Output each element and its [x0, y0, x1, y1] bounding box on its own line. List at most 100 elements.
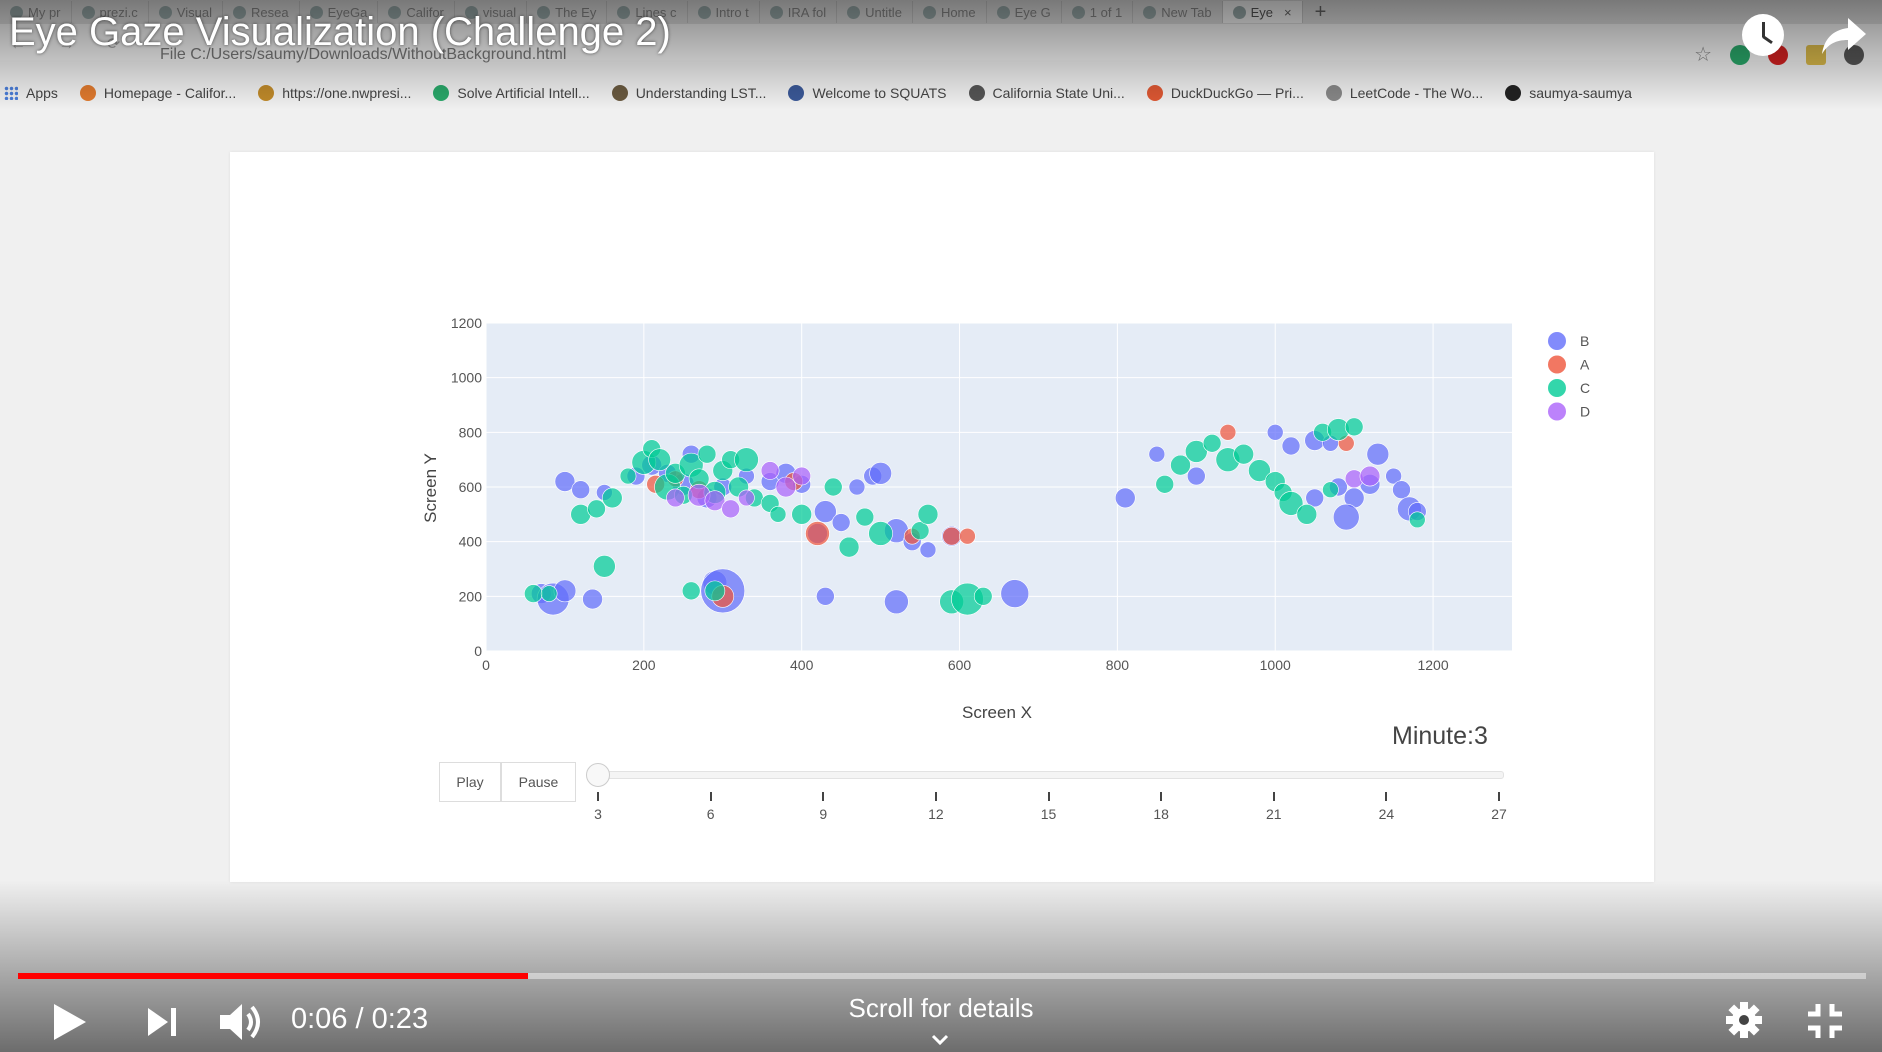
data-point-c[interactable]: [868, 521, 893, 546]
browser-tab[interactable]: Intro t: [688, 1, 760, 23]
grammarly-extension-icon[interactable]: [1730, 44, 1750, 65]
legend-marker-c[interactable]: [1548, 379, 1566, 397]
tab-close-icon[interactable]: ×: [1284, 4, 1292, 20]
browser-tab[interactable]: Resea: [223, 1, 300, 23]
data-point-c[interactable]: [1322, 481, 1339, 499]
data-point-c[interactable]: [769, 506, 787, 523]
browser-tab[interactable]: EyeGa: [300, 1, 379, 23]
bookmark-item[interactable]: LeetCode - The Wo...: [1325, 85, 1483, 101]
data-point-d[interactable]: [1359, 465, 1381, 487]
browser-tab[interactable]: prezi.c: [72, 1, 149, 23]
data-point-c[interactable]: [917, 504, 939, 525]
data-point-d[interactable]: [775, 476, 797, 498]
data-point-c[interactable]: [1170, 454, 1191, 476]
next-video-icon[interactable]: [144, 1004, 180, 1040]
data-point-c[interactable]: [1344, 417, 1364, 437]
settings-gear-icon[interactable]: [1724, 1000, 1764, 1040]
data-point-c[interactable]: [648, 448, 671, 471]
data-point-c[interactable]: [587, 499, 606, 519]
data-point-c[interactable]: [855, 507, 875, 527]
data-point-b[interactable]: [1366, 442, 1390, 466]
data-point-b[interactable]: [1266, 424, 1284, 441]
data-point-b[interactable]: [554, 471, 576, 492]
data-point-b[interactable]: [1281, 436, 1301, 456]
legend-marker-b[interactable]: [1548, 332, 1566, 350]
play-animation-button[interactable]: Play: [439, 762, 501, 802]
data-point-c[interactable]: [1296, 504, 1318, 525]
new-tab-button[interactable]: +: [1314, 0, 1327, 23]
data-point-b[interactable]: [1000, 579, 1030, 608]
browser-tab[interactable]: New Tab: [1133, 1, 1223, 23]
data-point-b[interactable]: [1187, 466, 1206, 486]
browser-tab[interactable]: Home: [913, 1, 987, 23]
video-title[interactable]: Eye Gaze Visualization (Challenge 2): [9, 10, 671, 54]
slider-tick-label[interactable]: 6: [706, 806, 715, 822]
slider-tick-label[interactable]: 12: [928, 806, 944, 822]
extension-icon[interactable]: [1806, 44, 1826, 65]
bookmark-star-icon[interactable]: ☆: [1694, 44, 1712, 66]
chevron-down-icon[interactable]: [930, 1030, 950, 1050]
data-point-c[interactable]: [1408, 511, 1426, 529]
browser-tab[interactable]: IRA fol: [760, 1, 838, 23]
bookmark-item[interactable]: Homepage - Califor...: [79, 85, 236, 101]
data-point-c[interactable]: [734, 447, 759, 472]
legend-label-a[interactable]: A: [1580, 357, 1590, 373]
data-point-c[interactable]: [619, 467, 637, 485]
play-icon[interactable]: [50, 1000, 90, 1044]
data-point-d[interactable]: [760, 461, 780, 480]
data-point-c[interactable]: [838, 536, 860, 558]
browser-tab[interactable]: Visual: [149, 1, 223, 23]
data-point-b[interactable]: [816, 587, 835, 606]
bookmark-item[interactable]: https://one.nwpresi...: [258, 85, 411, 101]
slider-tick-label[interactable]: 27: [1491, 806, 1507, 822]
address-field[interactable]: File C:/Users/saumy/Downloads/WithoutBac…: [160, 46, 567, 63]
browser-tab[interactable]: Califor: [378, 1, 455, 23]
data-point-c[interactable]: [524, 584, 543, 603]
browser-tab[interactable]: My pr: [0, 1, 72, 23]
data-point-b[interactable]: [919, 541, 937, 559]
watch-later-clock-icon[interactable]: [1742, 14, 1784, 56]
data-point-c[interactable]: [601, 487, 623, 509]
data-point-b[interactable]: [814, 500, 837, 523]
data-point-b[interactable]: [582, 588, 603, 610]
data-point-b[interactable]: [1114, 487, 1136, 509]
slider-tick-label[interactable]: 3: [594, 806, 602, 822]
slider-tick-label[interactable]: 18: [1153, 806, 1169, 822]
legend-label-c[interactable]: C: [1580, 380, 1590, 396]
data-point-c[interactable]: [697, 444, 717, 464]
data-point-b[interactable]: [831, 513, 851, 532]
data-point-c[interactable]: [823, 477, 843, 497]
browser-tab[interactable]: Eye ×: [1222, 1, 1303, 23]
browser-tab[interactable]: Untitle: [837, 1, 913, 23]
browser-tab[interactable]: The Ey: [527, 1, 608, 23]
bookmark-item[interactable]: saumya-saumya: [1505, 85, 1632, 101]
pause-animation-button[interactable]: Pause: [501, 762, 576, 802]
data-point-c[interactable]: [704, 580, 726, 602]
data-point-d[interactable]: [792, 466, 811, 486]
data-point-c[interactable]: [1202, 433, 1222, 453]
data-point-b[interactable]: [848, 478, 866, 496]
data-point-b[interactable]: [1392, 480, 1411, 500]
data-point-c[interactable]: [1233, 443, 1254, 465]
data-point-d[interactable]: [738, 489, 755, 507]
video-progress-bar[interactable]: [18, 973, 1866, 979]
browser-tab[interactable]: 1 of 1: [1062, 1, 1134, 23]
bookmark-item[interactable]: DuckDuckGo — Pri...: [1146, 85, 1304, 101]
data-point-c[interactable]: [1155, 474, 1175, 494]
data-point-b[interactable]: [1332, 503, 1360, 531]
bookmark-item[interactable]: Solve Artificial Intell...: [433, 85, 590, 101]
slider-tick-label[interactable]: 9: [819, 806, 828, 822]
browser-tab[interactable]: visual: [455, 1, 528, 23]
legend-label-b[interactable]: B: [1580, 333, 1589, 349]
bookmark-item[interactable]: Welcome to SQUATS: [788, 85, 947, 101]
data-point-a[interactable]: [805, 521, 830, 546]
data-point-b[interactable]: [884, 589, 909, 615]
scroll-for-details-hint[interactable]: Scroll for details: [848, 993, 1034, 1023]
slider-tick-label[interactable]: 21: [1265, 806, 1282, 822]
data-point-c[interactable]: [681, 581, 701, 601]
data-point-c[interactable]: [910, 521, 930, 541]
data-point-d[interactable]: [704, 490, 726, 511]
legend-marker-d[interactable]: [1548, 402, 1566, 421]
data-point-c[interactable]: [593, 554, 616, 578]
slider-tick-label[interactable]: 24: [1378, 806, 1395, 822]
